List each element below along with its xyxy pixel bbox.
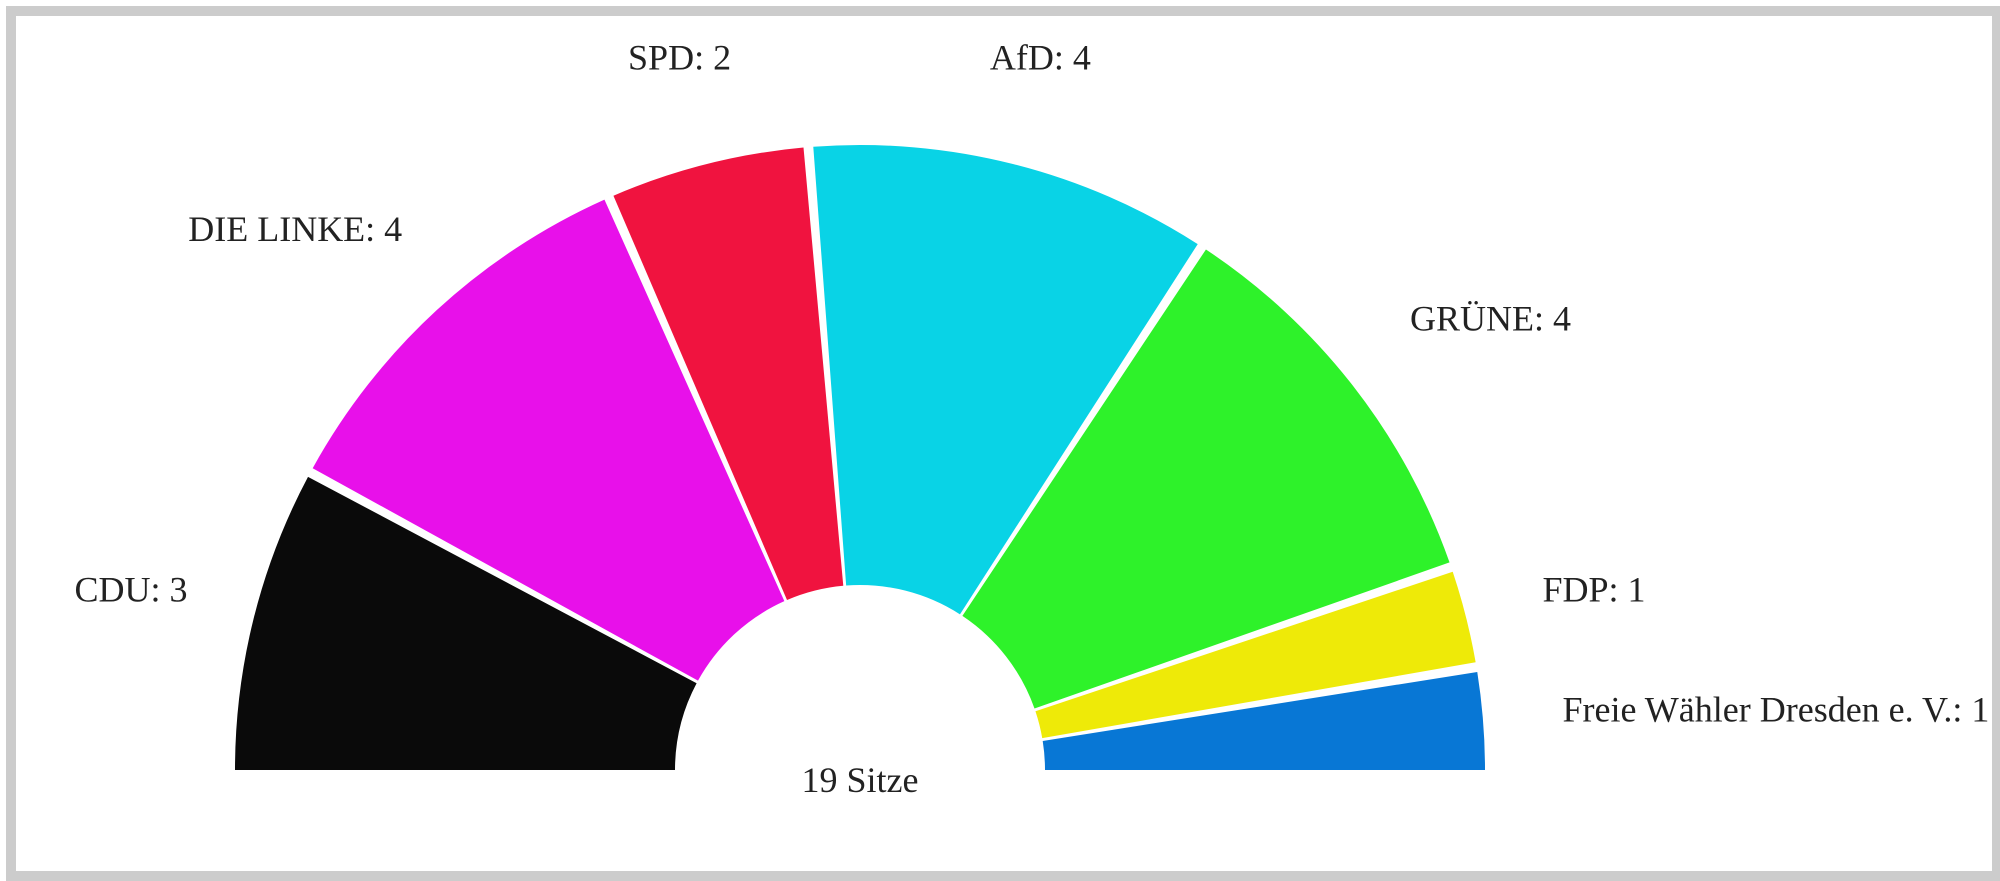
slice-spd: [613, 147, 844, 601]
label-fdp: FDP: 1: [1543, 570, 1646, 610]
label-afd: AfD: 4: [990, 37, 1091, 77]
slice-die-linke: [312, 199, 785, 681]
slice-grune: [962, 249, 1450, 709]
total-seats-label: 19 Sitze: [802, 760, 919, 800]
label-grune: GRÜNE: 4: [1410, 299, 1571, 339]
slice-freie-wahler-dresden-e-v: [1042, 671, 1485, 770]
slice-afd: [813, 145, 1198, 615]
slice-fdp: [1035, 571, 1476, 739]
chart-labels: CDU: 3 DIE LINKE: 4 SPD: 2 AfD: 4 GRÜNE: 4 FD…: [74, 37, 1989, 729]
label-freie-wahler-dresden-e-v: Freie Wähler Dresden e. V.: 1: [1562, 689, 1989, 729]
chart-slices: [235, 145, 1485, 770]
label-cdu: CDU: 3: [74, 570, 187, 610]
slice-cdu: [235, 476, 697, 770]
label-spd: SPD: 2: [628, 37, 731, 77]
label-die-linke: DIE LINKE: 4: [188, 209, 402, 249]
